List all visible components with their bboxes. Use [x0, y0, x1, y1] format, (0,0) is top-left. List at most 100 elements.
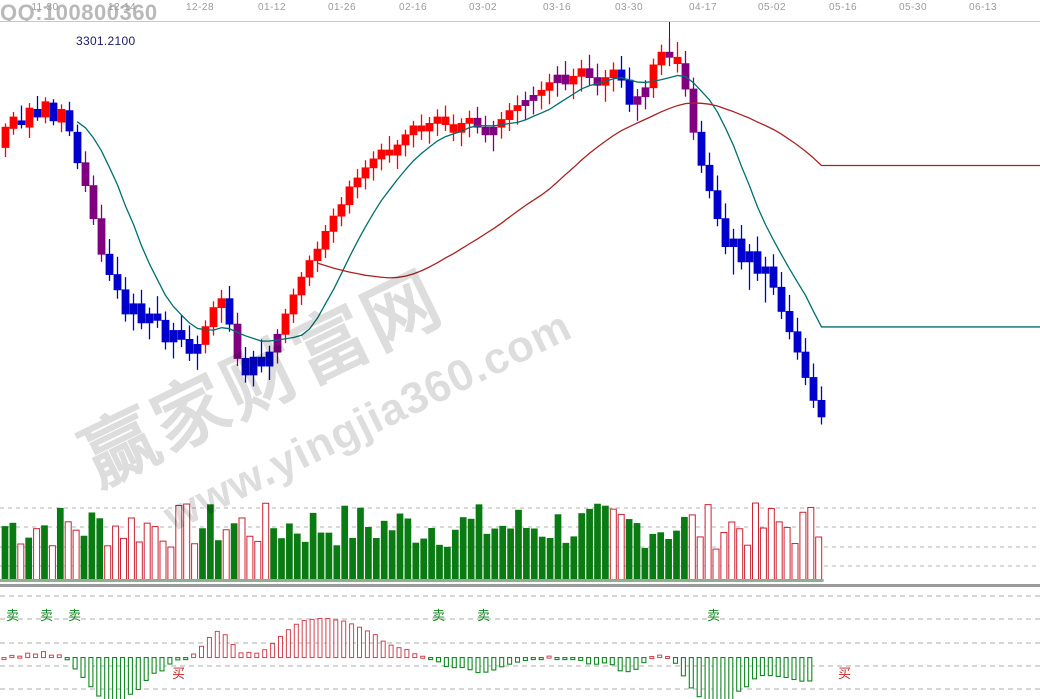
indicator-bar-down — [507, 657, 513, 665]
volume-bar-up — [681, 516, 688, 581]
volume-bar-down — [807, 506, 815, 581]
indicator-bar-down — [428, 657, 434, 661]
candle-body — [377, 149, 386, 160]
candle-body — [89, 185, 98, 220]
candle-body — [689, 88, 698, 133]
indicator-bar-down — [791, 657, 797, 681]
candle-body — [257, 356, 266, 367]
watermark-qq: QQ:100800360 — [0, 0, 158, 25]
volume-panel[interactable] — [0, 486, 1040, 584]
axis-tick-label: 01-26 — [327, 2, 357, 13]
sell-marker: 卖 — [68, 609, 81, 624]
candle-body — [73, 131, 82, 164]
candle-body — [801, 351, 810, 378]
candle-body — [609, 69, 618, 79]
axis-tick-label: 05-30 — [898, 2, 928, 13]
volume-bar-up — [657, 532, 665, 581]
candle-body — [121, 289, 130, 315]
indicator-bar-down — [759, 657, 765, 677]
candle-body — [537, 89, 546, 96]
indicator-bar-down — [807, 657, 813, 682]
volume-bar-up — [270, 528, 277, 581]
candle-body — [81, 162, 90, 187]
indicator-bar-down — [799, 657, 805, 682]
volume-bar-up — [357, 507, 364, 581]
volume-bar-down — [262, 502, 270, 581]
indicator-bar-up — [649, 656, 655, 660]
volume-bar-up — [341, 505, 349, 581]
candle-body — [705, 164, 714, 192]
candle-body — [185, 338, 194, 354]
candle-body — [97, 218, 106, 255]
volume-bar-up — [404, 518, 412, 581]
indicator-bar-up — [41, 651, 46, 659]
peak-leader-line — [669, 22, 670, 39]
candle-body — [345, 186, 354, 206]
candle-body — [329, 215, 338, 232]
indicator-bar-down — [88, 657, 94, 688]
axis-tick-label: 12-28 — [185, 2, 215, 13]
volume-bar-up — [467, 518, 475, 581]
indicator-bar-up — [333, 619, 339, 659]
volume-bar-up — [665, 538, 672, 581]
price-svg — [1, 22, 1040, 425]
volume-bar-down — [254, 540, 262, 581]
volume-bar-up — [365, 527, 372, 581]
candle-body — [673, 56, 682, 65]
volume-bar-down — [775, 521, 783, 581]
candle-body — [417, 125, 426, 132]
volume-bar-up — [562, 542, 570, 581]
indicator-bar-up — [396, 647, 402, 659]
candle-body — [177, 330, 186, 340]
volume-bar-up — [41, 525, 48, 581]
candle-body — [57, 108, 66, 123]
indicator-bar-down — [538, 657, 544, 661]
candle-body — [409, 125, 418, 136]
candle-body — [217, 298, 226, 309]
indicator-bar-down — [104, 657, 110, 699]
candle-body — [393, 144, 402, 156]
indicator-bar-up — [404, 648, 410, 659]
volume-bar-down — [135, 541, 143, 581]
oscillator-indicator-panel[interactable]: 卖卖卖买卖卖卖买 — [0, 590, 1040, 699]
volume-bar-down — [791, 543, 799, 581]
volume-bar-up — [475, 504, 483, 581]
indicator-bar-down — [751, 657, 758, 680]
indicator-bar-down — [183, 657, 189, 661]
candle-body — [769, 266, 778, 288]
candle-body — [617, 69, 626, 81]
candle-body — [489, 126, 498, 136]
volume-bar-down — [72, 529, 80, 581]
volume-bar-up — [309, 512, 317, 581]
indicator-bar-up — [341, 620, 347, 659]
indicator-bar-up — [33, 653, 39, 659]
indicator-bar-up — [317, 617, 323, 659]
indicator-bar-up — [262, 649, 268, 659]
candle-body — [665, 51, 674, 58]
volume-bar-up — [56, 507, 64, 581]
volume-bar-up — [673, 530, 680, 581]
indicator-bar-down — [783, 657, 789, 679]
candle-body — [105, 253, 114, 275]
candle-body — [137, 303, 146, 324]
volume-bar-up — [633, 523, 641, 581]
volume-bar-up — [372, 538, 380, 581]
indicator-bar-up — [254, 652, 260, 659]
candle-body — [193, 344, 202, 354]
price-candlestick-panel[interactable] — [0, 22, 1040, 484]
candle-body — [553, 74, 562, 84]
candle-body — [561, 74, 570, 85]
indicator-bar-up — [238, 652, 244, 659]
volume-bar-up — [649, 533, 657, 581]
indicator-bar-up — [372, 634, 378, 659]
indicator-bar-down — [514, 657, 521, 663]
candle-body — [273, 333, 282, 353]
indicator-bar-down — [593, 657, 600, 665]
indicator-bar-up — [546, 655, 552, 659]
volume-bar-up — [380, 520, 388, 581]
indicator-bar-up — [420, 655, 426, 659]
volume-bar-up — [9, 522, 17, 581]
candle-body — [201, 326, 210, 345]
candle-body — [129, 303, 138, 315]
volume-bar-up — [25, 537, 33, 581]
